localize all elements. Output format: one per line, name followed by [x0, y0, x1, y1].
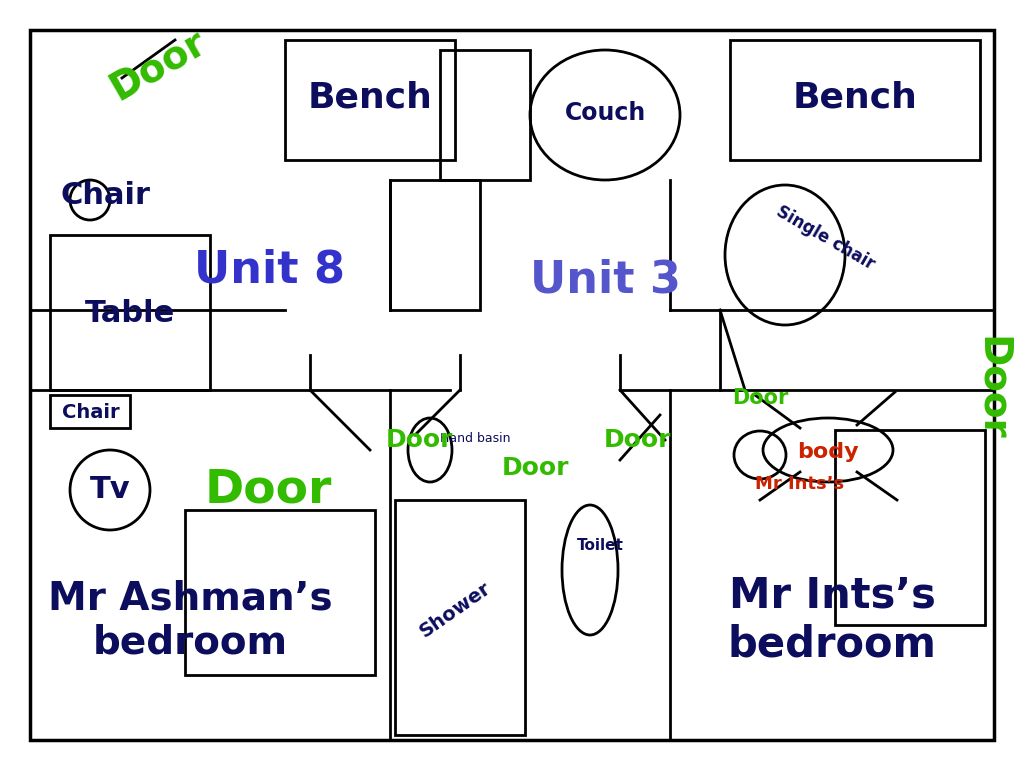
- Bar: [730, 40, 980, 160]
- Text: Door: Door: [973, 336, 1011, 440]
- Text: Table: Table: [85, 299, 175, 327]
- Bar: [395, 500, 525, 735]
- Text: Couch: Couch: [564, 101, 645, 125]
- Bar: [285, 40, 455, 160]
- Text: Unit 3: Unit 3: [529, 259, 680, 302]
- Text: Unit 8: Unit 8: [195, 249, 345, 292]
- Bar: [440, 50, 530, 180]
- Bar: [185, 510, 375, 675]
- Text: Door: Door: [502, 456, 568, 480]
- Text: body: body: [798, 442, 859, 462]
- Text: Bench: Bench: [307, 81, 432, 115]
- Text: Mr Ints’s
bedroom: Mr Ints’s bedroom: [728, 574, 936, 665]
- Text: Door: Door: [386, 428, 454, 452]
- Bar: [50, 235, 210, 390]
- Text: Toilet: Toilet: [577, 538, 624, 552]
- Text: Bench: Bench: [793, 81, 918, 115]
- Bar: [835, 430, 985, 625]
- Text: Single chair: Single chair: [772, 203, 878, 273]
- Bar: [390, 180, 480, 310]
- Text: Tv: Tv: [90, 475, 130, 505]
- Text: Chair: Chair: [62, 402, 120, 422]
- Text: Chair: Chair: [60, 180, 150, 210]
- Text: Door: Door: [604, 428, 672, 452]
- Text: Door: Door: [732, 388, 788, 408]
- Text: Shower: Shower: [416, 578, 495, 641]
- Text: Door: Door: [205, 468, 332, 512]
- Text: Door: Door: [103, 22, 213, 108]
- Bar: [50, 395, 130, 428]
- Text: Mr Ashman’s
bedroom: Mr Ashman’s bedroom: [48, 579, 333, 661]
- Text: Mr Ints’s: Mr Ints’s: [756, 475, 845, 493]
- Text: Hand basin: Hand basin: [440, 432, 511, 445]
